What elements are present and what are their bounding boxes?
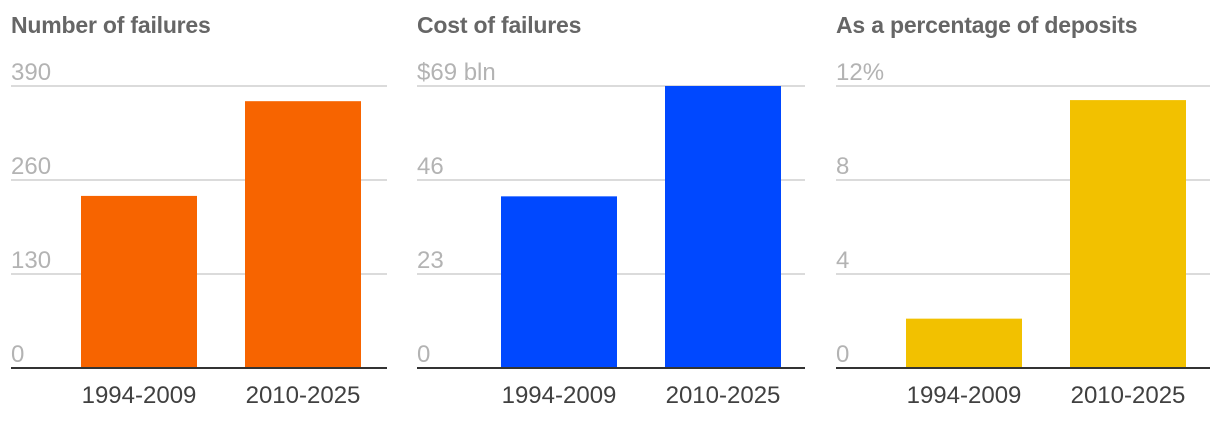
- y-tick-label: 23: [417, 247, 444, 274]
- chart-title: Cost of failures: [417, 12, 582, 38]
- bar: [501, 196, 617, 368]
- chart-percentage-of-deposits: As a percentage of deposits 0 4 8 12% 1994-2…: [836, 0, 1210, 422]
- chart-title: As a percentage of deposits: [836, 12, 1138, 38]
- y-tick-label: 390: [11, 59, 51, 86]
- y-tick-label: $69 bln: [417, 59, 496, 86]
- chart-title: Number of failures: [11, 12, 211, 38]
- y-tick-label: 0: [417, 341, 430, 368]
- bar: [665, 86, 781, 368]
- chart-number-of-failures: Number of failures 0 130 260 390 1994-2009 20…: [11, 0, 387, 422]
- y-tick-label: 12%: [836, 59, 884, 86]
- bar: [245, 101, 361, 368]
- x-tick-label: 2010-2025: [1071, 382, 1186, 409]
- bar: [906, 318, 1022, 368]
- y-tick-label: 0: [836, 341, 849, 368]
- y-tick-label: 46: [417, 153, 444, 180]
- bar: [81, 195, 197, 368]
- bar-plot: 0 4 8 12% 1994-2009 2010-2025: [836, 59, 1210, 409]
- chart-cost-of-failures: Cost of failures 0 23 46 $69 bln 1994-2009 20…: [417, 0, 805, 422]
- bar-plot: 0 23 46 $69 bln 1994-2009 2010-2025: [417, 59, 805, 409]
- y-tick-label: 260: [11, 153, 51, 180]
- y-tick-label: 0: [11, 341, 24, 368]
- x-tick-label: 1994-2009: [502, 382, 617, 409]
- bar: [1070, 100, 1186, 368]
- bar-plot: 0 130 260 390 1994-2009 2010-2025: [11, 59, 387, 409]
- y-tick-label: 4: [836, 247, 849, 274]
- x-tick-label: 1994-2009: [82, 382, 197, 409]
- y-tick-label: 8: [836, 153, 849, 180]
- x-tick-label: 2010-2025: [666, 382, 781, 409]
- x-tick-label: 2010-2025: [246, 382, 361, 409]
- y-tick-label: 130: [11, 247, 51, 274]
- x-tick-label: 1994-2009: [907, 382, 1022, 409]
